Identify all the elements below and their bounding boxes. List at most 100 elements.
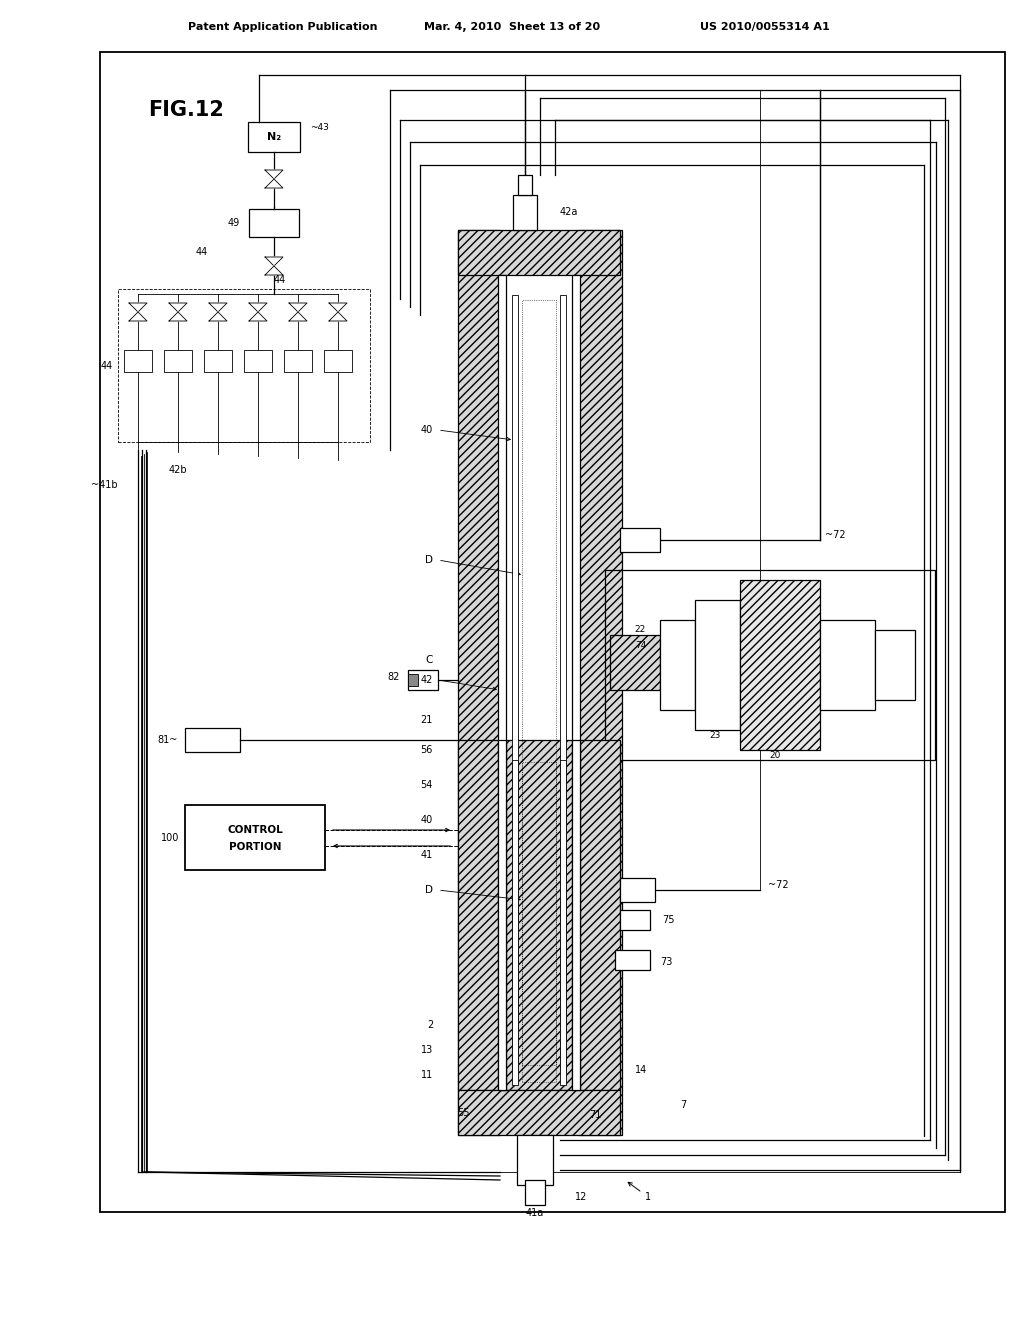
Bar	[204, 350, 232, 372]
Bar	[874, 630, 915, 700]
Text: 42a: 42a	[560, 207, 579, 216]
Bar	[100, 51, 1005, 1212]
Text: 14: 14	[635, 1065, 647, 1074]
Bar	[513, 195, 537, 230]
Bar	[498, 741, 506, 1090]
Polygon shape	[129, 304, 147, 312]
Polygon shape	[289, 312, 307, 321]
Text: 74: 74	[635, 640, 646, 649]
Bar	[408, 671, 438, 690]
Polygon shape	[265, 267, 283, 275]
Text: 42: 42	[421, 675, 433, 685]
Text: 44: 44	[100, 360, 113, 371]
Bar	[185, 805, 325, 870]
Bar	[164, 350, 193, 372]
Polygon shape	[329, 312, 347, 321]
Bar	[695, 601, 740, 730]
Bar	[512, 760, 518, 1085]
Text: 1: 1	[628, 1183, 651, 1203]
Text: D: D	[425, 554, 433, 565]
Polygon shape	[265, 257, 283, 267]
Polygon shape	[169, 304, 187, 312]
Polygon shape	[249, 304, 267, 312]
Polygon shape	[209, 312, 227, 321]
Text: 42b: 42b	[169, 465, 187, 475]
Text: PORTION: PORTION	[228, 842, 282, 853]
Bar	[522, 300, 556, 1065]
Text: ~72: ~72	[768, 880, 788, 890]
Text: Patent Application Publication: Patent Application Publication	[188, 22, 378, 32]
Bar	[610, 635, 660, 690]
Text: 81~: 81~	[158, 735, 178, 744]
Text: 7: 7	[680, 1100, 686, 1110]
Bar	[124, 350, 152, 372]
Bar	[500, 741, 578, 1090]
Bar	[572, 741, 580, 1090]
Bar	[244, 350, 272, 372]
Text: ~72: ~72	[825, 531, 846, 540]
Polygon shape	[265, 170, 283, 180]
Bar	[458, 741, 620, 1090]
Text: 22: 22	[635, 626, 645, 635]
Polygon shape	[289, 304, 307, 312]
Bar	[498, 275, 506, 1090]
Text: C: C	[426, 655, 433, 665]
Text: 41a: 41a	[526, 1208, 544, 1218]
Bar	[660, 620, 695, 710]
Text: 49: 49	[227, 218, 240, 228]
Polygon shape	[249, 312, 267, 321]
Bar	[248, 121, 300, 152]
Text: US 2010/0055314 A1: US 2010/0055314 A1	[700, 22, 829, 32]
Text: D: D	[425, 884, 433, 895]
Bar	[458, 1090, 620, 1135]
Text: 2: 2	[427, 1020, 433, 1030]
Text: 11: 11	[421, 1071, 433, 1080]
Polygon shape	[265, 180, 283, 187]
Bar	[518, 176, 532, 195]
Polygon shape	[129, 312, 147, 321]
Bar	[572, 275, 580, 1090]
Bar	[522, 762, 556, 1082]
Bar	[408, 675, 418, 686]
Text: 20: 20	[769, 751, 780, 759]
Text: 12: 12	[575, 1192, 588, 1203]
Text: 56: 56	[421, 744, 433, 755]
Text: 82: 82	[388, 672, 400, 682]
Bar	[284, 350, 312, 372]
Polygon shape	[329, 304, 347, 312]
Bar	[458, 230, 620, 275]
Bar	[458, 230, 500, 1135]
Bar	[500, 275, 578, 1090]
Text: CONTROL: CONTROL	[227, 825, 283, 834]
Text: 54: 54	[421, 780, 433, 789]
Bar	[578, 230, 622, 1135]
Text: N₂: N₂	[267, 132, 281, 143]
Polygon shape	[169, 312, 187, 321]
Text: 73: 73	[660, 957, 673, 968]
Text: 55: 55	[457, 1107, 469, 1118]
Bar	[249, 209, 299, 238]
Polygon shape	[209, 304, 227, 312]
Bar	[615, 950, 650, 970]
Text: 44: 44	[274, 275, 287, 285]
Bar	[118, 289, 370, 442]
Text: 40: 40	[421, 814, 433, 825]
Text: 23: 23	[710, 730, 721, 739]
Bar	[517, 1135, 553, 1185]
Bar	[185, 729, 240, 752]
Bar	[620, 528, 660, 552]
Text: 21: 21	[421, 715, 433, 725]
Text: 13: 13	[421, 1045, 433, 1055]
Bar	[512, 294, 518, 1071]
Bar	[605, 570, 935, 760]
Text: 40: 40	[421, 425, 433, 436]
Text: 44: 44	[196, 247, 208, 257]
Bar	[525, 1180, 545, 1205]
Bar	[740, 579, 820, 750]
Bar	[560, 294, 566, 1071]
Bar	[560, 760, 566, 1085]
Bar	[324, 350, 352, 372]
Text: 41: 41	[421, 850, 433, 861]
Text: 100: 100	[161, 833, 179, 843]
Text: ~41b: ~41b	[91, 480, 118, 490]
